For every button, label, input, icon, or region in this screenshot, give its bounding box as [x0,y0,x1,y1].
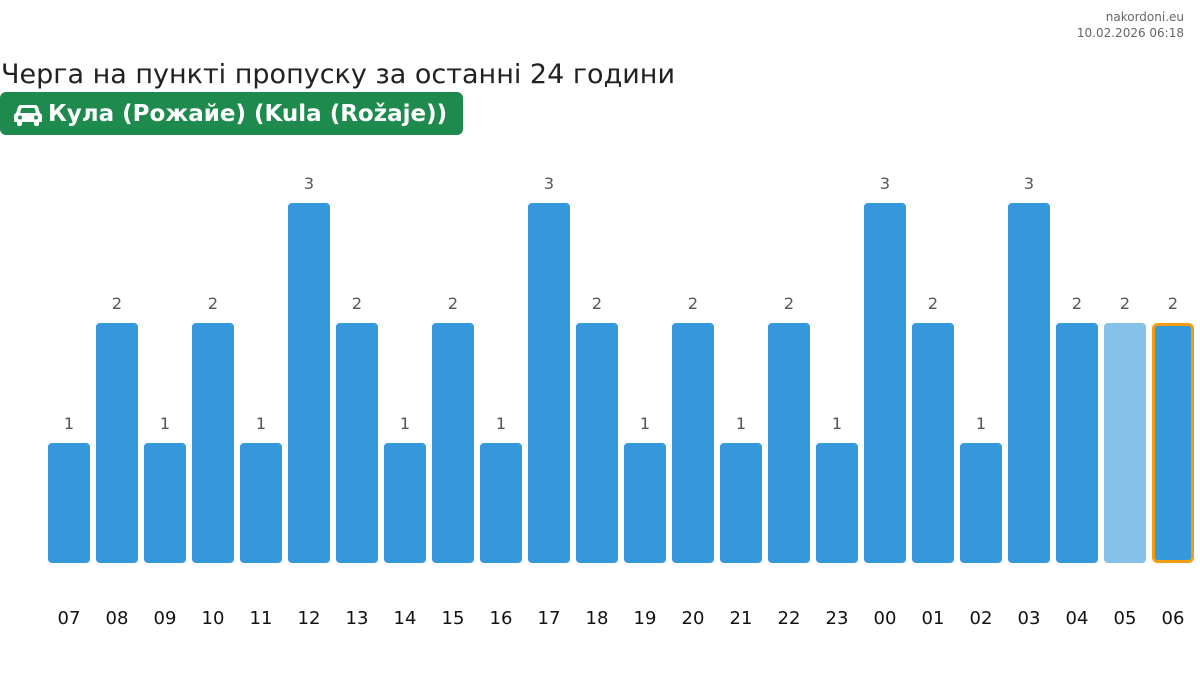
x-tick-22: 22 [778,608,801,629]
bar-18 [576,323,618,563]
x-tick-13: 13 [346,608,369,629]
data-label-12: 3 [304,174,314,193]
bar-02 [960,443,1002,563]
data-label-22: 2 [784,294,794,313]
bar-03 [1008,203,1050,563]
data-label-00: 3 [880,174,890,193]
data-label-20: 2 [688,294,698,313]
data-label-07: 1 [64,414,74,433]
x-tick-03: 03 [1018,608,1041,629]
bar-15 [432,323,474,563]
data-label-08: 2 [112,294,122,313]
data-label-23: 1 [832,414,842,433]
data-label-10: 2 [208,294,218,313]
bar-14 [384,443,426,563]
bar-11 [240,443,282,563]
data-label-01: 2 [928,294,938,313]
source-info: nakordoni.eu 10.02.2026 06:18 [1077,9,1184,41]
x-tick-06: 06 [1162,608,1185,629]
source-site: nakordoni.eu [1105,10,1184,24]
x-tick-07: 07 [58,608,81,629]
checkpoint-name: Кула (Рожайе) (Kula (Rožaje)) [48,100,448,127]
data-label-15: 2 [448,294,458,313]
x-tick-15: 15 [442,608,465,629]
checkpoint-badge: Кула (Рожайе) (Kula (Rožaje)) [0,92,464,135]
x-tick-05: 05 [1114,608,1137,629]
data-label-04: 2 [1072,294,1082,313]
bar-21 [720,443,762,563]
x-tick-12: 12 [298,608,321,629]
data-label-17: 3 [544,174,554,193]
page-title: Черга на пункті пропуску за останні 24 г… [1,59,675,90]
data-label-18: 2 [592,294,602,313]
bar-20 [672,323,714,563]
bar-09 [144,443,186,563]
bar-01 [912,323,954,563]
x-tick-23: 23 [826,608,849,629]
bar-00 [864,203,906,563]
x-tick-00: 00 [874,608,897,629]
data-label-21: 1 [736,414,746,433]
x-tick-18: 18 [586,608,609,629]
x-tick-10: 10 [202,608,225,629]
data-label-13: 2 [352,294,362,313]
bar-05 [1104,323,1146,563]
data-label-02: 1 [976,414,986,433]
x-tick-21: 21 [730,608,753,629]
data-label-03: 3 [1024,174,1034,193]
source-timestamp: 10.02.2026 06:18 [1076,26,1184,40]
bar-16 [480,443,522,563]
bar-04 [1056,323,1098,563]
x-tick-02: 02 [970,608,993,629]
x-tick-16: 16 [490,608,513,629]
bar-06 [1152,323,1194,563]
x-tick-19: 19 [634,608,657,629]
x-tick-14: 14 [394,608,417,629]
bar-13 [336,323,378,563]
car-icon [14,102,42,126]
x-tick-09: 09 [154,608,177,629]
x-tick-20: 20 [682,608,705,629]
bar-22 [768,323,810,563]
x-tick-04: 04 [1066,608,1089,629]
x-tick-17: 17 [538,608,561,629]
data-label-11: 1 [256,414,266,433]
bar-07 [48,443,90,563]
bar-08 [96,323,138,563]
data-label-05: 2 [1120,294,1130,313]
bar-23 [816,443,858,563]
data-label-09: 1 [160,414,170,433]
x-tick-08: 08 [106,608,129,629]
x-tick-11: 11 [250,608,273,629]
data-label-16: 1 [496,414,506,433]
bar-19 [624,443,666,563]
bar-17 [528,203,570,563]
data-label-06: 2 [1168,294,1178,313]
bar-10 [192,323,234,563]
bar-12 [288,203,330,563]
data-label-14: 1 [400,414,410,433]
x-tick-01: 01 [922,608,945,629]
data-label-19: 1 [640,414,650,433]
